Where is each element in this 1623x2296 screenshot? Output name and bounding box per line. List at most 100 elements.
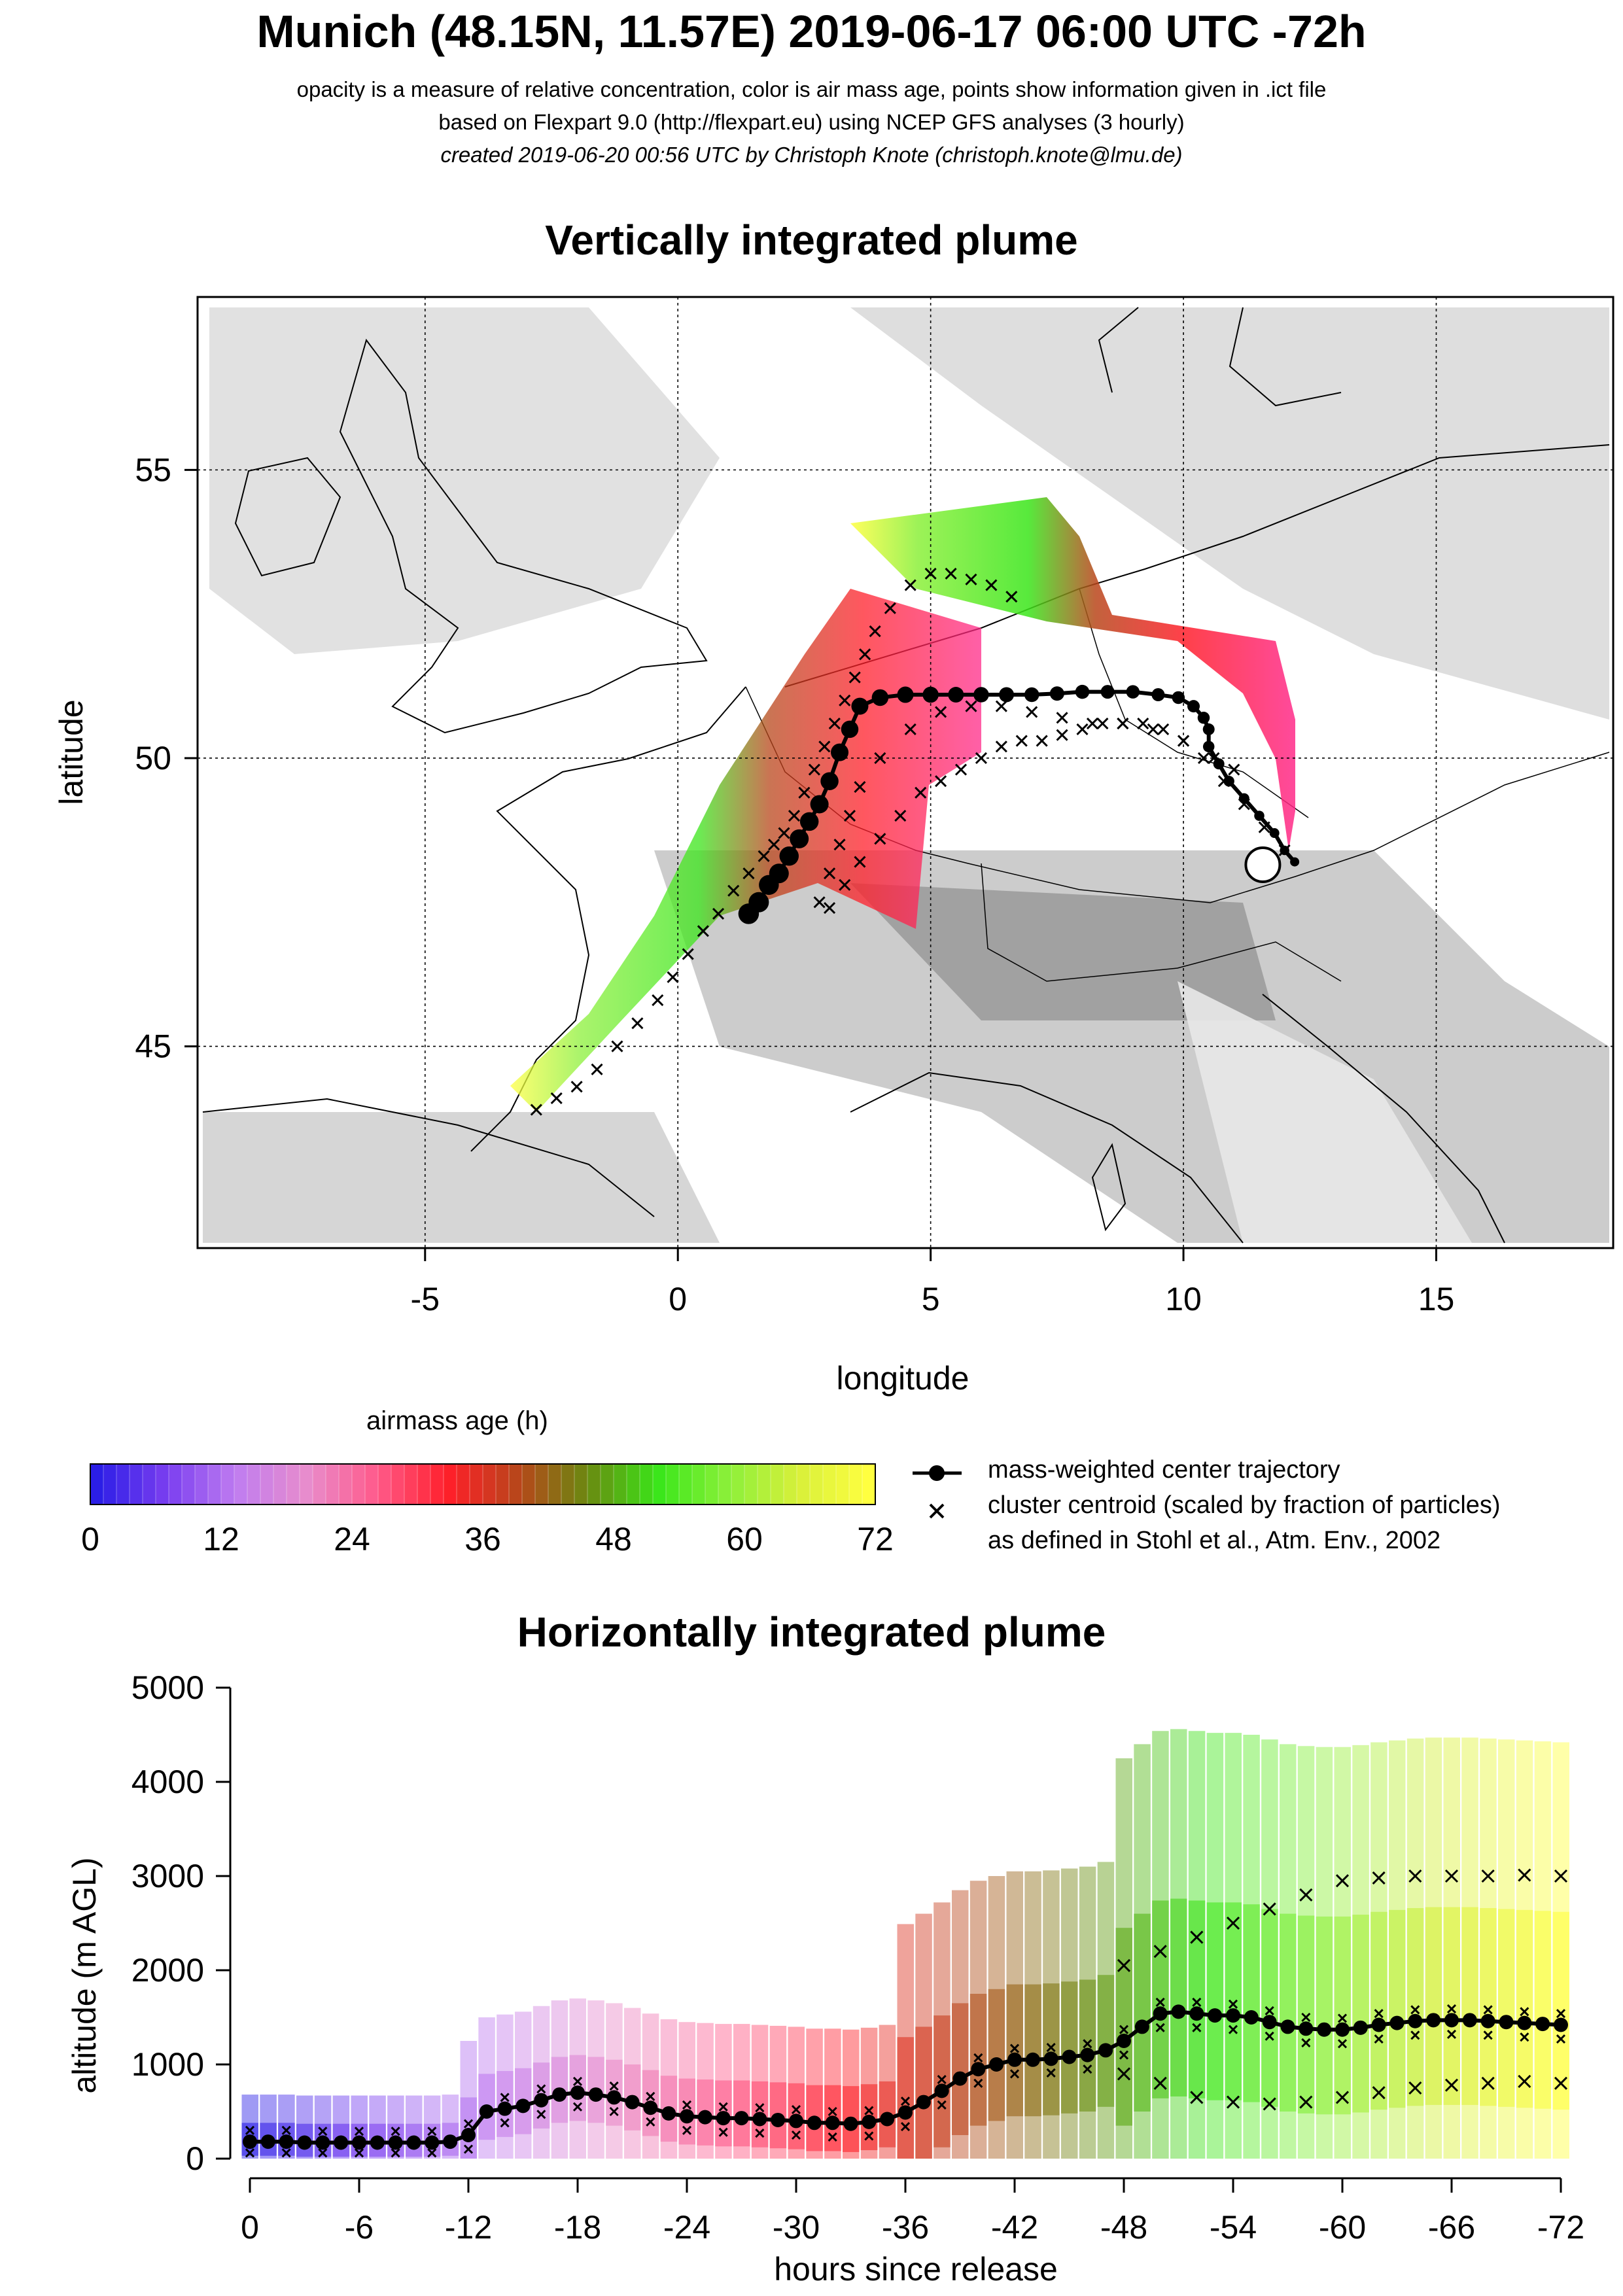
map-y-tick-label: 45 <box>135 1028 171 1065</box>
plume-core <box>915 2026 932 2159</box>
plume-core <box>1206 1902 1224 2100</box>
cluster-centroid-mark <box>1137 718 1149 730</box>
cluster-altitude-mark <box>1117 2067 1131 2081</box>
subtitle-line-1: opacity is a measure of relative concent… <box>296 77 1327 101</box>
cluster-altitude-mark <box>791 2105 801 2115</box>
cluster-centroid-mark <box>1096 718 1109 730</box>
age-colorbar <box>90 1463 877 1505</box>
cluster-centroid-mark <box>1228 763 1240 776</box>
cluster-altitude-mark <box>900 2121 911 2132</box>
plume-core <box>1334 1916 1351 2115</box>
center-trajectory-point <box>820 772 839 790</box>
legend-cluster-reference: as defined in Stohl et al., Atm. Env., 2… <box>988 1527 1441 1554</box>
plume-core <box>1498 1909 1515 2107</box>
center-trajectory-point <box>1126 685 1140 699</box>
plume-core <box>1552 1911 1569 2110</box>
center-trajectory-point <box>897 686 914 703</box>
altitude-center-trajectory-point <box>716 2111 731 2126</box>
altitude-center-trajectory-point <box>588 2087 603 2102</box>
cluster-centroid-mark <box>667 971 679 983</box>
plume-core <box>1443 1907 1460 2105</box>
colorbar-tick-labels: 0 12 24 36 48 60 72 <box>81 1521 894 1557</box>
cluster-centroid-mark <box>839 694 851 706</box>
cluster-altitude-mark <box>1446 2029 1457 2039</box>
map-axis-ticks: -5 0 5 10 15 45 50 55 <box>135 451 1454 1317</box>
cluster-altitude-mark <box>318 2127 328 2136</box>
release-point-marker <box>1244 846 1282 883</box>
altitude-center-trajectory-point <box>661 2106 676 2121</box>
plume-core <box>969 1994 987 2126</box>
cluster-altitude-mark <box>354 2148 364 2158</box>
legend-cluster-label: cluster centroid (scaled by fraction of … <box>988 1491 1501 1519</box>
colorbar-tick-label: 24 <box>334 1521 370 1557</box>
cluster-altitude-mark <box>1228 2025 1238 2034</box>
altitude-center-trajectory-point <box>1043 2051 1058 2066</box>
plume-core <box>1097 1975 1115 2107</box>
center-trajectory-point <box>790 829 809 848</box>
cluster-centroid-mark <box>965 573 977 585</box>
altitude-y-axis-label: altitude (m AGL) <box>66 1857 103 2094</box>
altitude-center-trajectory-point <box>1480 2013 1495 2028</box>
plume-core <box>1280 1913 1297 2112</box>
plume-core <box>1115 1928 1132 2126</box>
altitude-center-trajectory-point <box>989 2057 1004 2072</box>
cluster-centroid-mark <box>915 786 927 799</box>
cluster-altitude-mark <box>1153 2076 1167 2090</box>
altitude-center-trajectory-point <box>643 2100 658 2115</box>
cluster-centroid-mark <box>904 723 916 735</box>
altitude-center-trajectory-point <box>825 2115 840 2131</box>
cluster-altitude-mark <box>1083 2064 1092 2074</box>
center-trajectory-point <box>922 686 939 703</box>
cluster-centroid-mark <box>869 625 881 638</box>
cluster-altitude-mark <box>1374 2034 1384 2044</box>
altitude-center-trajectory-point <box>697 2110 712 2125</box>
cluster-centroid-mark <box>818 740 831 753</box>
cluster-centroid-mark <box>843 810 856 822</box>
cluster-centroid-mark <box>682 948 694 960</box>
colorbar-frame <box>90 1463 876 1505</box>
altitude-center-trajectory-point <box>1208 2008 1223 2023</box>
colorbar-tick-label: 60 <box>726 1521 763 1557</box>
cluster-centroid-mark <box>808 763 820 776</box>
cluster-altitude-mark <box>682 2100 692 2110</box>
cluster-altitude-mark <box>755 2129 765 2138</box>
cluster-altitude-mark <box>500 2118 510 2128</box>
plume-core <box>897 2037 914 2159</box>
altitude-center-trajectory-point <box>1280 2019 1295 2034</box>
colorbar-tick-label: 0 <box>81 1521 99 1557</box>
map-x-tick-label: 10 <box>1165 1281 1202 1317</box>
altitude-center-trajectory-point <box>388 2135 403 2150</box>
cluster-altitude-mark <box>1009 2044 1020 2053</box>
plume-core <box>1024 1984 1041 2117</box>
cluster-altitude-mark <box>1520 2007 1529 2017</box>
altitude-center-trajectory-point <box>279 2134 294 2149</box>
cluster-altitude-mark <box>536 2084 546 2094</box>
plume-core <box>1425 1907 1442 2105</box>
center-trajectory-point <box>841 720 859 739</box>
plume-core <box>1389 1909 1406 2108</box>
altitude-center-trajectory-point <box>425 2135 440 2150</box>
cluster-centroid-mark <box>894 810 907 822</box>
cluster-centroid-mark <box>833 839 846 851</box>
plume-core <box>934 2015 951 2148</box>
altitude-center-trajectory-point <box>1226 2008 1240 2023</box>
plume-core <box>1534 1911 1552 2109</box>
center-trajectory-point <box>759 875 779 896</box>
plume-core <box>988 1989 1005 2121</box>
cluster-altitude-mark <box>1299 2095 1313 2109</box>
cluster-centroid-mark <box>798 786 811 799</box>
cluster-altitude-mark <box>828 2132 837 2142</box>
altitude-data-marks <box>243 1868 1568 2158</box>
cluster-centroid-mark <box>884 602 896 614</box>
map-chart: -5 0 5 10 15 45 50 55 <box>135 296 1614 1317</box>
center-trajectory-point <box>1197 712 1210 724</box>
cluster-altitude-mark <box>245 2125 255 2135</box>
map-x-tick-label: 15 <box>1418 1281 1455 1317</box>
plume-core <box>1225 1902 1242 2100</box>
cluster-centroid-mark <box>904 579 916 591</box>
plume-core <box>1297 1915 1315 2113</box>
cluster-altitude-mark <box>1153 1945 1167 1958</box>
cluster-altitude-mark <box>427 2148 437 2158</box>
altitude-center-trajectory-point <box>1098 2043 1113 2058</box>
